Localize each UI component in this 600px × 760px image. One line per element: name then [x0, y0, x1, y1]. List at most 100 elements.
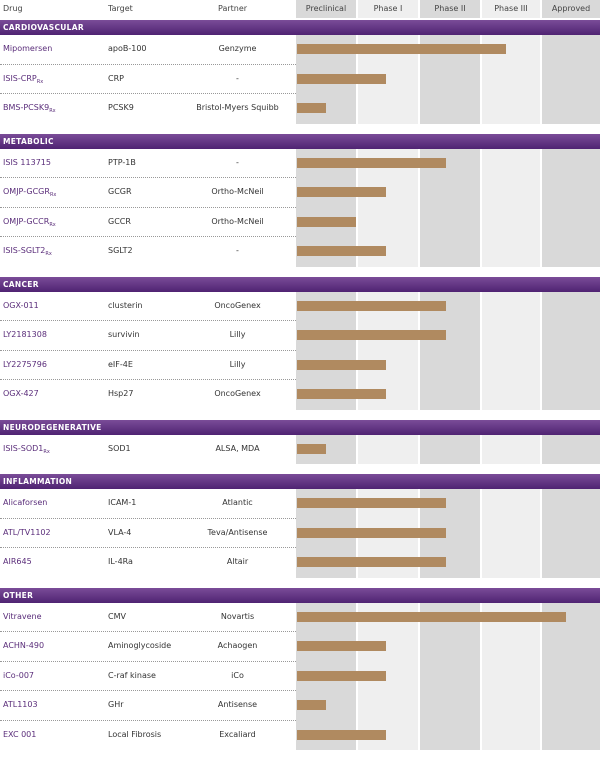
partner-name: Atlantic: [222, 498, 253, 507]
row-cells: ISIS 113715 PTP-1B -: [0, 149, 296, 178]
phase-column-bg: [358, 207, 418, 237]
drug-label: LY2275796: [3, 359, 47, 369]
phase-column-bg: [542, 350, 600, 380]
phase-column-bg: [358, 434, 418, 464]
target-name: clusterin: [108, 300, 143, 310]
partner-name: Lilly: [229, 330, 246, 339]
partner-name: -: [236, 157, 239, 167]
progress-bar: [297, 389, 386, 399]
row-cells: Vitravene CMV Novartis: [0, 603, 296, 632]
target-name: VLA-4: [108, 527, 132, 537]
row-cells: iCo-007 C-raf kinase iCo: [0, 662, 296, 691]
drug-label: OMJP-GCGR: [3, 187, 50, 196]
phase-column-bg: [420, 380, 480, 410]
drug-name: ISIS 113715: [3, 158, 51, 167]
row-cells: EXC 001 Local Fibrosis Excaliard: [0, 721, 296, 751]
phase-column-bg: [482, 237, 540, 267]
partner-name: Excaliard: [219, 729, 256, 739]
drug-name: Alicaforsen: [3, 498, 47, 507]
drug-name: Mipomersen: [3, 44, 52, 53]
row-cells: ATL1103 GHr Antisense: [0, 691, 296, 721]
row-cells: ISIS-CRPRx CRP -: [0, 65, 296, 94]
phase-header-preclinical: Preclinical: [296, 0, 356, 18]
phase-column-bg: [482, 380, 540, 410]
drug-subscript: Rx: [49, 192, 57, 198]
header-drug: Drug: [3, 4, 23, 13]
section-metabolic: METABOLIC ISIS 113715 PTP-1B - OMJP-GCGRRx GC…: [0, 133, 600, 267]
partner-name: -: [236, 246, 239, 255]
progress-bar: [297, 330, 446, 340]
phase-column-bg: [482, 691, 540, 721]
phase-column-bg: [542, 518, 600, 548]
phase-column-bg: [482, 434, 540, 464]
phase-column-bg: [482, 518, 540, 548]
progress-bar: [297, 359, 386, 370]
row-cells: LY2275796 eIF-4E Lilly: [0, 351, 296, 380]
phase-column-bg: [358, 691, 418, 721]
section-title: OTHER: [0, 587, 600, 603]
progress-bar: [297, 700, 326, 710]
partner-name: ALSA, MDA: [215, 443, 260, 453]
target-name: Hsp27: [108, 389, 134, 398]
partner-name: -: [236, 73, 239, 83]
phase-column-bg: [542, 148, 600, 178]
partner-name: Ortho-McNeil: [211, 216, 264, 226]
phase-column-bg: [420, 720, 480, 750]
drug-name: BMS-PCSK9Rx: [3, 103, 56, 114]
phase-column-bg: [420, 207, 480, 237]
phase-column-bg: [482, 64, 540, 94]
row-cells: ACHN-490 Aminoglycoside Achaogen: [0, 632, 296, 662]
drug-name: OMJP-GCCRRx: [3, 217, 56, 228]
phase-column-bg: [482, 178, 540, 208]
partner-name: Ortho-McNeil: [211, 187, 264, 196]
phase-column-bg: [542, 691, 600, 721]
drug-name: OMJP-GCGRRx: [3, 187, 56, 198]
target-name: IL-4Ra: [108, 557, 133, 566]
phase-column-bg: [542, 548, 600, 578]
drug-label: ISIS 113715: [3, 157, 51, 167]
drug-label: Mipomersen: [3, 44, 53, 53]
phase-column-bg: [542, 94, 600, 124]
target-name: C-raf kinase: [108, 670, 156, 680]
table-row: Alicaforsen ICAM-1 Atlantic: [0, 489, 600, 519]
section-title: NEURODEGENERATIVE: [0, 419, 600, 435]
drug-label: BMS-PCSK9: [3, 103, 50, 112]
progress-bar: [297, 157, 446, 168]
drug-name: EXC 001: [3, 730, 36, 739]
target-name: Aminoglycoside: [108, 641, 172, 650]
row-cells: Alicaforsen ICAM-1 Atlantic: [0, 489, 296, 519]
progress-bar: [297, 527, 446, 538]
table-row: iCo-007 C-raf kinase iCo: [0, 661, 600, 691]
row-cells: Mipomersen apoB-100 Genzyme: [0, 35, 296, 65]
phase-column-bg: [542, 434, 600, 464]
section-inflammation: INFLAMMATION Alicaforsen ICAM-1 Atlantic ATL…: [0, 474, 600, 578]
partner-name: Teva/Antisense: [207, 527, 268, 537]
phase-column-bg: [482, 661, 540, 691]
table-row: ISIS-CRPRx CRP -: [0, 64, 600, 94]
phase-column-bg: [542, 720, 600, 750]
target-name: apoB-100: [108, 44, 147, 53]
phase-column-bg: [482, 632, 540, 662]
target-name: Local Fibrosis: [108, 729, 162, 739]
progress-bar: [297, 670, 386, 681]
target-name: SGLT2: [108, 246, 133, 255]
progress-bar: [297, 300, 446, 311]
drug-name: OGX-427: [3, 389, 39, 398]
section-cancer: CANCER OGX-011 clusterin OncoGenex LY2181308…: [0, 276, 600, 410]
table-header: Drug Target Partner Preclinical Phase I Ph…: [0, 0, 600, 18]
table-row: ATL/TV1102 VLA-4 Teva/Antisense: [0, 518, 600, 548]
progress-bar: [297, 443, 326, 454]
target-name: SOD1: [108, 443, 131, 453]
phase-column-bg: [482, 548, 540, 578]
progress-bar: [297, 611, 566, 622]
section-title: CARDIOVASCULAR: [0, 20, 600, 35]
phase-column-bg: [358, 94, 418, 124]
progress-bar: [297, 641, 386, 651]
row-cells: OMJP-GCGRRx GCGR Ortho-McNeil: [0, 178, 296, 208]
phase-header-approved: Approved: [542, 0, 600, 18]
drug-subscript: Rx: [49, 221, 56, 228]
table-row: ISIS-SOD1Rx SOD1 ALSA, MDA: [0, 434, 600, 464]
section-neurodegenerative: NEURODEGENERATIVE ISIS-SOD1Rx SOD1 ALSA, MD…: [0, 419, 600, 464]
section-title: CANCER: [0, 276, 600, 292]
target-name: PCSK9: [108, 103, 134, 112]
